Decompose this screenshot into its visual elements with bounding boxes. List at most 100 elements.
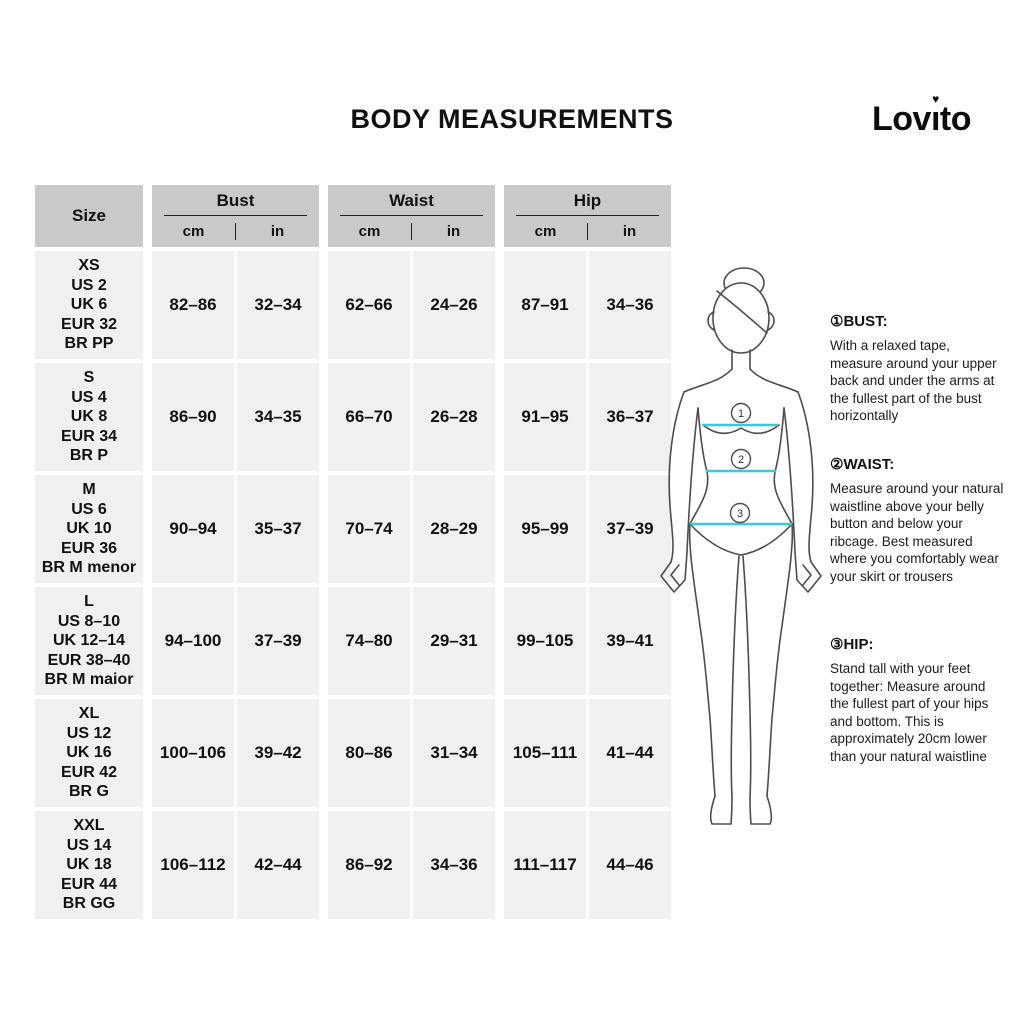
waist-cm-cell: 66–70	[328, 363, 410, 471]
right-hand-fingers	[802, 564, 812, 586]
hip-column-header: Hip cm in	[504, 185, 671, 247]
waist-cm-cell: 70–74	[328, 475, 410, 583]
hip-cm-header: cm	[534, 223, 557, 240]
size-cell: XS US 2 UK 6 EUR 32 BR PP	[35, 251, 143, 359]
lovito-logo: Lov ♥ ıto	[872, 93, 972, 139]
bust-in-cell: 34–35	[237, 363, 319, 471]
waist-cm-cell: 74–80	[328, 587, 410, 695]
right-hand	[794, 551, 822, 593]
hair-fringe	[716, 290, 768, 334]
table-row-xxl: XXL US 14 UK 18 EUR 44 BR GG 106–112 42–…	[35, 811, 671, 919]
waist-values: 62–66 24–26	[328, 251, 495, 359]
bust-units-row: cm in	[152, 216, 319, 247]
left-hand	[660, 551, 688, 593]
bust-in-cell: 39–42	[237, 699, 319, 807]
hip-units-divider	[587, 223, 588, 240]
bust-values: 82–86 32–34	[152, 251, 319, 359]
waist-in-cell: 28–29	[413, 475, 495, 583]
waist-instruction-body: Measure around your natural waistline ab…	[830, 481, 1004, 584]
size-cell: L US 8–10 UK 12–14 EUR 38–40 BR M maior	[35, 587, 143, 695]
size-cell: XXL US 14 UK 18 EUR 44 BR GG	[35, 811, 143, 919]
right-leg-outer	[766, 523, 794, 797]
waist-header-label: Waist	[389, 191, 434, 210]
hip-values: 111–117 44–46	[504, 811, 671, 919]
body-figure: 1 2 3	[654, 256, 838, 846]
hip-cm-cell: 105–111	[504, 699, 586, 807]
hip-units-row: cm in	[504, 216, 671, 247]
waist-values: 74–80 29–31	[328, 587, 495, 695]
hip-in-cell: 39–41	[589, 587, 671, 695]
hip-header-label: Hip	[573, 191, 602, 210]
waist-in-cell: 29–31	[413, 587, 495, 695]
bust-cm-cell: 100–106	[152, 699, 234, 807]
left-inner-arm	[686, 407, 699, 553]
right-ear	[767, 311, 775, 331]
waist-instruction-heading: ②WAIST:	[830, 456, 895, 473]
bust-cm-cell: 94–100	[152, 587, 234, 695]
bust-cm-header: cm	[182, 223, 205, 240]
right-inner-arm	[783, 407, 796, 553]
underwear-line	[689, 523, 793, 556]
hip-marker-number: 3	[737, 508, 743, 520]
waist-in-cell: 31–34	[413, 699, 495, 807]
hip-values: 105–111 41–44	[504, 699, 671, 807]
right-arm	[797, 391, 814, 563]
left-foot	[709, 795, 733, 825]
hip-values: 95–99 37–39	[504, 475, 671, 583]
size-cell: XL US 12 UK 16 EUR 42 BR G	[35, 699, 143, 807]
waist-header-rule	[340, 215, 483, 216]
bust-in-cell: 32–34	[237, 251, 319, 359]
body-figure-illustration: 1 2 3	[660, 267, 822, 825]
head	[712, 282, 770, 354]
waist-cm-cell: 86–92	[328, 811, 410, 919]
logo-text-part2: to	[939, 100, 972, 138]
neck-right	[749, 349, 799, 393]
bust-instruction-body: With a relaxed tape, measure around your…	[830, 338, 997, 423]
logo-text-part1: Lov	[872, 100, 931, 138]
heart-icon: ♥	[932, 92, 939, 106]
hip-in-cell: 37–39	[589, 475, 671, 583]
table-row-xs: XS US 2 UK 6 EUR 32 BR PP 82–86 32–34 62…	[35, 251, 671, 359]
bust-values: 94–100 37–39	[152, 587, 319, 695]
table-row-s: S US 4 UK 8 EUR 34 BR P 86–90 34–35 66–7…	[35, 363, 671, 471]
size-cell: S US 4 UK 8 EUR 34 BR P	[35, 363, 143, 471]
bust-in-cell: 37–39	[237, 587, 319, 695]
table-row-xl: XL US 12 UK 16 EUR 42 BR G 100–106 39–42…	[35, 699, 671, 807]
hip-values: 87–91 34–36	[504, 251, 671, 359]
left-leg-inner	[730, 555, 740, 798]
waist-units-divider	[411, 223, 412, 240]
waist-cm-cell: 62–66	[328, 251, 410, 359]
waist-values: 70–74 28–29	[328, 475, 495, 583]
hip-values: 91–95 36–37	[504, 363, 671, 471]
left-arm	[668, 391, 685, 563]
bust-marker-number: 1	[738, 408, 744, 420]
hip-in-cell: 41–44	[589, 699, 671, 807]
hip-in-header: in	[622, 223, 637, 240]
right-foot	[749, 795, 773, 825]
left-leg-outer	[688, 523, 716, 797]
right-leg-inner	[742, 555, 752, 798]
bust-instruction-heading: ①BUST:	[830, 313, 888, 330]
bust-curve	[702, 424, 780, 435]
bust-values: 106–112 42–44	[152, 811, 319, 919]
waist-cm-cell: 80–86	[328, 699, 410, 807]
bust-instruction: ①BUST: With a relaxed tape, measure arou…	[830, 312, 1006, 425]
bust-in-header: in	[270, 223, 285, 240]
bust-cm-cell: 82–86	[152, 251, 234, 359]
waist-in-cell: 26–28	[413, 363, 495, 471]
bust-cm-cell: 106–112	[152, 811, 234, 919]
hip-cm-cell: 91–95	[504, 363, 586, 471]
bust-values: 86–90 34–35	[152, 363, 319, 471]
waist-marker: 2	[730, 448, 752, 470]
waist-cm-header: cm	[358, 223, 381, 240]
logo-letter-i: ♥ ı	[931, 93, 940, 139]
hip-in-cell: 34–36	[589, 251, 671, 359]
bust-in-cell: 42–44	[237, 811, 319, 919]
hip-in-cell: 36–37	[589, 363, 671, 471]
waist-in-header: in	[446, 223, 461, 240]
hip-instruction-body: Stand tall with your feet together: Meas…	[830, 661, 989, 764]
hip-cm-cell: 111–117	[504, 811, 586, 919]
bust-values: 90–94 35–37	[152, 475, 319, 583]
table-row-m: M US 6 UK 10 EUR 36 BR M menor 90–94 35–…	[35, 475, 671, 583]
